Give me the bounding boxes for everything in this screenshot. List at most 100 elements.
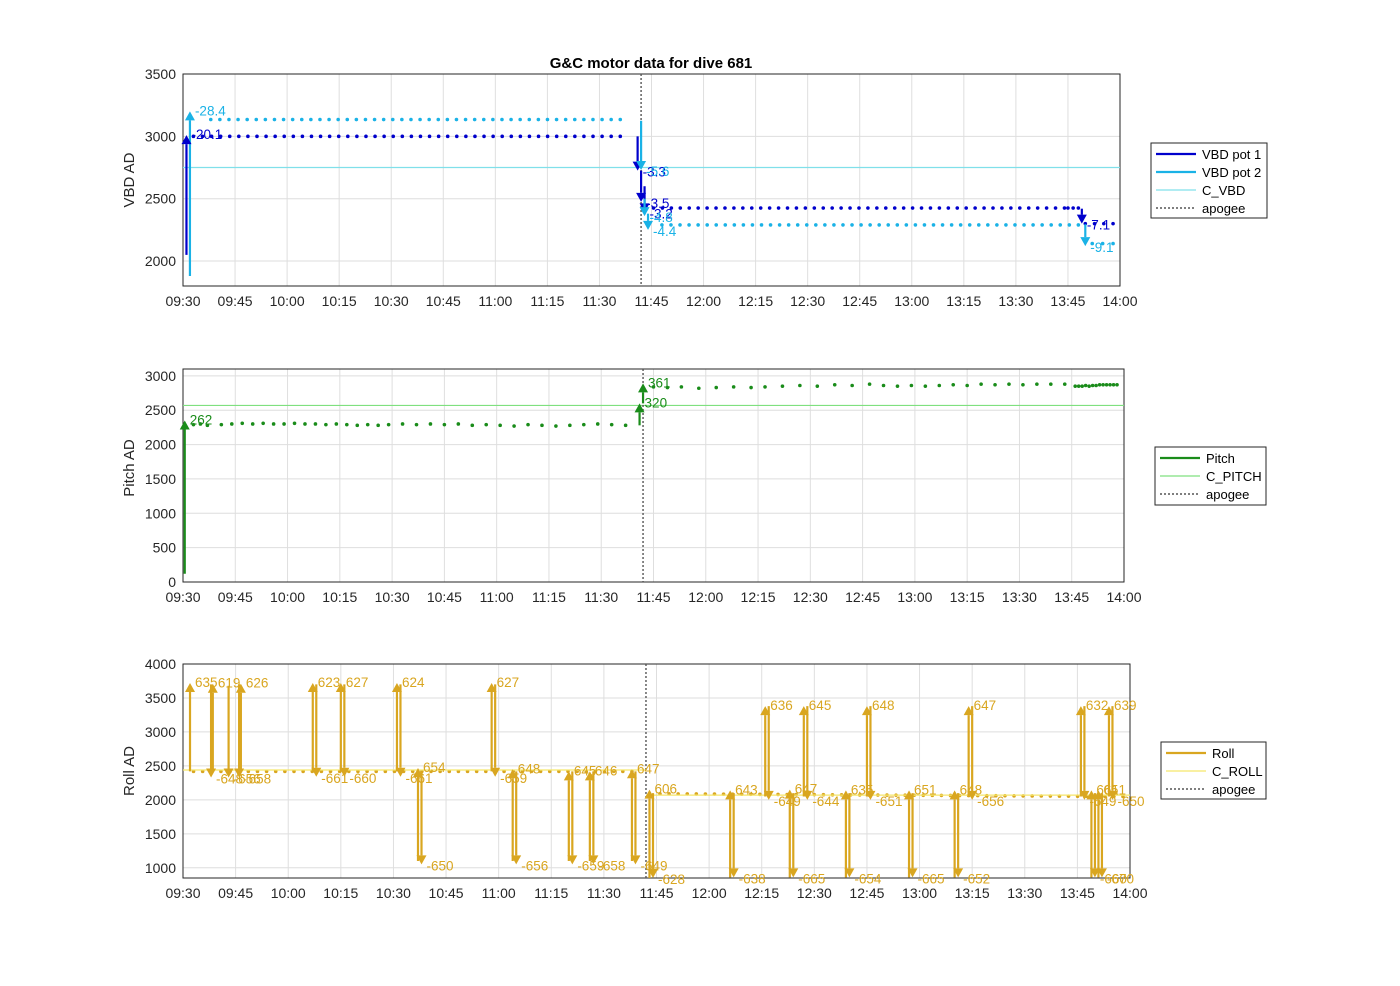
legend-label: apogee — [1212, 782, 1255, 797]
data-point — [1111, 241, 1115, 246]
data-point — [886, 223, 891, 227]
data-point — [931, 223, 936, 227]
x-tick-label: 11:15 — [534, 885, 568, 901]
data-point — [273, 134, 277, 139]
data-point — [381, 117, 386, 122]
data-point — [436, 134, 441, 139]
arrow-head — [907, 868, 918, 878]
arrow-head — [339, 767, 350, 777]
data-point — [922, 223, 927, 227]
y-tick-label: 1500 — [145, 826, 176, 842]
data-point — [245, 117, 249, 122]
x-tick-label: 09:30 — [165, 293, 200, 309]
data-point — [1094, 383, 1098, 388]
data-point — [910, 206, 915, 210]
data-point — [1076, 223, 1081, 227]
data-point — [1044, 206, 1049, 210]
data-point — [272, 117, 277, 122]
data-point — [365, 422, 370, 427]
data-point — [400, 117, 404, 122]
data-point — [255, 134, 259, 139]
data-point — [955, 206, 960, 210]
data-point — [491, 134, 495, 139]
data-point — [1067, 223, 1072, 227]
x-tick-label: 11:15 — [532, 589, 566, 605]
x-tick-label: 10:15 — [322, 589, 357, 605]
arrow-head — [1080, 237, 1091, 247]
data-point — [976, 223, 981, 227]
data-point — [991, 206, 995, 210]
data-point — [679, 385, 684, 389]
data-point — [300, 134, 305, 139]
arrow-label: 636 — [770, 698, 793, 713]
data-point — [481, 117, 486, 122]
data-point — [572, 117, 577, 122]
arrow-label: 320 — [645, 395, 668, 410]
data-point — [901, 206, 906, 210]
x-tick-label: 10:00 — [271, 885, 306, 901]
data-point — [780, 384, 785, 388]
data-point — [618, 134, 623, 139]
data-point — [527, 134, 532, 139]
data-point — [732, 206, 736, 210]
data-point — [1080, 384, 1084, 388]
arrow-label: 648 — [872, 698, 895, 713]
data-point — [937, 206, 942, 210]
data-point — [582, 134, 586, 139]
arrow-label: 624 — [402, 675, 425, 690]
data-point — [731, 385, 736, 389]
data-point — [803, 206, 808, 210]
x-tick-label: 13:30 — [1002, 589, 1037, 605]
data-point — [327, 117, 331, 122]
arrow-head — [638, 383, 649, 393]
data-point — [986, 223, 990, 227]
arrow-label: 619 — [218, 676, 241, 691]
data-point — [355, 134, 359, 139]
data-point — [509, 117, 513, 122]
y-tick-label: 500 — [153, 540, 177, 556]
data-point — [1092, 221, 1097, 226]
data-point — [913, 223, 918, 227]
data-point — [804, 223, 809, 227]
data-point — [473, 134, 477, 139]
data-point — [609, 134, 613, 139]
data-point — [205, 423, 210, 428]
x-tick-label: 11:45 — [637, 589, 671, 605]
data-point — [965, 383, 969, 388]
data-point — [1102, 221, 1106, 226]
arrow-head — [567, 855, 578, 865]
data-point — [958, 223, 963, 227]
data-point — [428, 422, 433, 426]
data-point — [1062, 382, 1067, 386]
data-point — [1062, 206, 1067, 210]
x-tick-label: 11:00 — [478, 293, 512, 309]
data-point — [895, 384, 900, 388]
data-point — [867, 382, 872, 386]
y-axis-label: Roll AD — [121, 746, 138, 796]
arrow-head — [1096, 868, 1107, 878]
data-point — [472, 117, 477, 122]
arrow-head — [588, 855, 599, 865]
data-point — [414, 422, 419, 427]
arrow-label: -648 — [216, 771, 243, 786]
data-point — [1071, 206, 1075, 210]
x-tick-label: 11:00 — [480, 589, 514, 605]
panel-2: 09:30 09:45 10:00 10:15 10:30 10:45 11:00 11:15… — [121, 368, 1142, 605]
arrow-head — [490, 767, 501, 777]
data-point — [687, 223, 691, 227]
data-point — [1022, 223, 1026, 227]
data-point — [373, 134, 377, 139]
data-point — [937, 383, 942, 388]
legend-label: VBD pot 1 — [1202, 147, 1261, 162]
data-point — [705, 206, 709, 210]
y-tick-label: 1500 — [145, 471, 176, 487]
data-point — [454, 134, 459, 139]
x-tick-label: 10:45 — [426, 293, 461, 309]
data-point — [750, 223, 755, 227]
data-point — [895, 223, 900, 227]
data-point — [928, 206, 933, 210]
data-point — [600, 117, 604, 122]
data-point — [219, 422, 224, 427]
